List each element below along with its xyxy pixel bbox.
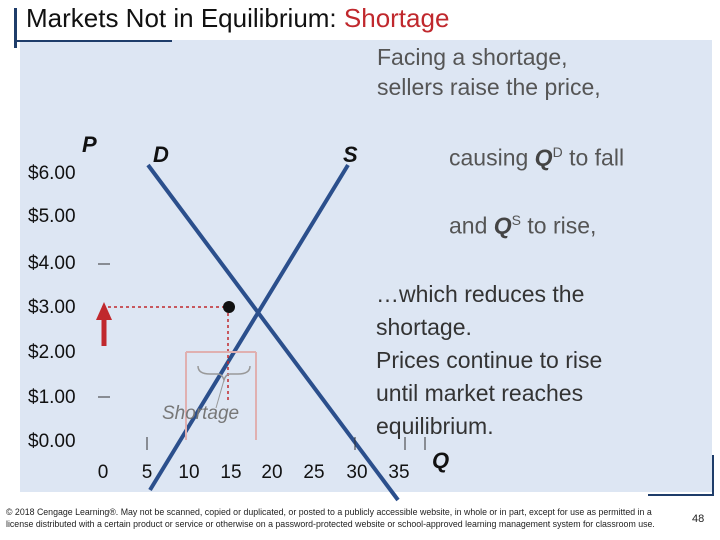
y-label-2: $2.00 — [28, 342, 76, 363]
y-label-0: $0.00 — [28, 431, 76, 452]
y-axis-letter: P — [82, 132, 97, 157]
qd-sup: D — [552, 144, 563, 160]
shortage-pointer — [215, 379, 225, 409]
x-label: 30 — [346, 462, 368, 483]
x-label: 35 — [388, 462, 410, 483]
x-axis-labels: 0 5 10 15 20 25 30 35 — [0, 462, 720, 486]
supply-curve — [148, 163, 350, 492]
qs-text: and QS to rise, — [449, 212, 596, 240]
demand-curve — [146, 163, 400, 502]
title-accent-bar — [14, 8, 17, 48]
y-label-3: $3.00 — [28, 297, 76, 318]
slide-number: 48 — [692, 513, 705, 525]
slide-panel — [20, 40, 712, 492]
qs-post: to rise, — [521, 212, 597, 239]
x-label: 0 — [97, 462, 109, 483]
shortage-label: Shortage — [162, 403, 240, 424]
qd-post: to fall — [562, 144, 625, 171]
title-main: Markets Not in Equilibrium: — [26, 3, 337, 33]
supply-label: S — [343, 142, 358, 167]
qd-text: causing QD to fall — [449, 144, 624, 172]
x-label: 25 — [303, 462, 325, 483]
y-label-6: $6.00 — [28, 163, 76, 184]
qd-q: Q — [534, 144, 553, 171]
equilibrium-point — [223, 301, 235, 313]
footer-rule — [648, 494, 714, 496]
x-axis-letter: Q — [432, 448, 450, 473]
copyright-footer: © 2018 Cengage Learning®. May not be sca… — [6, 507, 655, 529]
explanation-line: shortage. — [376, 314, 472, 340]
explanation-line: Prices continue to rise — [376, 347, 603, 373]
title-underline — [14, 40, 172, 42]
x-label: 20 — [261, 462, 283, 483]
qs-sup: S — [511, 212, 521, 228]
footer-accent-bar — [712, 455, 714, 495]
price-arrow-head — [96, 302, 112, 320]
x-label: 5 — [141, 462, 153, 483]
explanation-line: until market reaches — [376, 380, 584, 406]
caption-line-2: sellers raise the price, — [377, 74, 601, 100]
x-label: 10 — [178, 462, 200, 483]
explanation-line: …which reduces the — [376, 281, 585, 307]
slide-title: Markets Not in Equilibrium: Shortage — [26, 3, 449, 34]
qs-pre: and — [449, 212, 494, 239]
explanation-text: …which reduces the shortage. Prices cont… — [376, 278, 602, 443]
caption-line-1: Facing a shortage, — [377, 44, 568, 70]
y-label-5: $5.00 — [28, 206, 76, 227]
title-accent: Shortage — [343, 3, 450, 33]
qs-q: Q — [493, 212, 512, 239]
caption: Facing a shortage, sellers raise the pri… — [377, 42, 601, 102]
y-label-1: $1.00 — [28, 387, 76, 408]
explanation-line: equilibrium. — [376, 413, 494, 439]
qd-pre: causing — [449, 144, 535, 171]
y-label-4: $4.00 — [28, 253, 76, 274]
demand-label: D — [153, 142, 169, 167]
x-label: 15 — [220, 462, 242, 483]
